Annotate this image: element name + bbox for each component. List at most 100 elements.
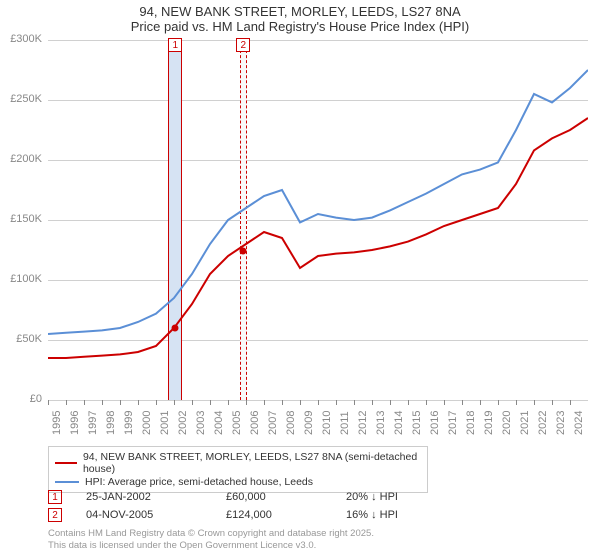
x-tick	[534, 400, 535, 405]
x-tick	[210, 400, 211, 405]
x-tick	[228, 400, 229, 405]
x-tick	[120, 400, 121, 405]
y-tick-label: £150K	[0, 213, 42, 225]
x-tick-label: 2007	[267, 411, 279, 435]
x-tick-label: 2021	[519, 411, 531, 435]
legend-label: HPI: Average price, semi-detached house,…	[85, 476, 313, 488]
x-tick-label: 2010	[321, 411, 333, 435]
x-tick-label: 1996	[69, 411, 81, 435]
marker-table-row: 2 04-NOV-2005£124,00016% ↓ HPI	[48, 506, 446, 524]
x-tick	[84, 400, 85, 405]
x-tick-label: 2023	[555, 411, 567, 435]
marker-diff: 20% ↓ HPI	[346, 491, 446, 503]
chart-lines	[48, 40, 588, 400]
x-tick-label: 2022	[537, 411, 549, 435]
x-tick	[462, 400, 463, 405]
x-tick	[372, 400, 373, 405]
x-tick	[336, 400, 337, 405]
x-tick-label: 2001	[159, 411, 171, 435]
x-tick	[516, 400, 517, 405]
x-tick	[570, 400, 571, 405]
marker-date: 25-JAN-2002	[86, 491, 226, 503]
marker-dot	[240, 248, 247, 255]
marker-price: £124,000	[226, 509, 346, 521]
x-tick-label: 2013	[375, 411, 387, 435]
chart-container: 94, NEW BANK STREET, MORLEY, LEEDS, LS27…	[0, 0, 600, 560]
legend-item: HPI: Average price, semi-detached house,…	[55, 476, 421, 488]
marker-date: 04-NOV-2005	[86, 509, 226, 521]
x-tick-label: 2000	[141, 411, 153, 435]
y-tick-label: £250K	[0, 93, 42, 105]
x-tick	[426, 400, 427, 405]
legend: 94, NEW BANK STREET, MORLEY, LEEDS, LS27…	[48, 446, 428, 493]
marker-number-box: 2	[48, 508, 62, 522]
x-tick-label: 2024	[573, 411, 585, 435]
footer-line2: This data is licensed under the Open Gov…	[48, 540, 374, 552]
y-tick-label: £200K	[0, 153, 42, 165]
x-tick-label: 2006	[249, 411, 261, 435]
x-tick-label: 1995	[51, 411, 63, 435]
x-tick-label: 1997	[87, 411, 99, 435]
y-tick-label: £100K	[0, 273, 42, 285]
footer: Contains HM Land Registry data © Crown c…	[48, 528, 374, 552]
legend-swatch	[55, 462, 77, 464]
event-marker-label: 1	[168, 38, 182, 52]
x-tick-label: 2005	[231, 411, 243, 435]
x-tick-label: 2004	[213, 411, 225, 435]
x-tick	[102, 400, 103, 405]
marker-price: £60,000	[226, 491, 346, 503]
x-tick-label: 2016	[429, 411, 441, 435]
x-tick	[192, 400, 193, 405]
x-tick	[318, 400, 319, 405]
marker-number-box: 1	[48, 490, 62, 504]
x-tick	[174, 400, 175, 405]
x-tick	[156, 400, 157, 405]
title-block: 94, NEW BANK STREET, MORLEY, LEEDS, LS27…	[0, 0, 600, 36]
marker-diff: 16% ↓ HPI	[346, 509, 446, 521]
x-tick-label: 2012	[357, 411, 369, 435]
footer-line1: Contains HM Land Registry data © Crown c…	[48, 528, 374, 540]
event-marker-label: 2	[236, 38, 250, 52]
x-tick	[264, 400, 265, 405]
x-tick-label: 2008	[285, 411, 297, 435]
y-tick-label: £300K	[0, 33, 42, 45]
x-tick	[48, 400, 49, 405]
x-tick-label: 2020	[501, 411, 513, 435]
x-tick-label: 2014	[393, 411, 405, 435]
x-tick-label: 2017	[447, 411, 459, 435]
x-tick	[444, 400, 445, 405]
x-tick-label: 2011	[339, 411, 351, 435]
x-tick	[300, 400, 301, 405]
series-line	[48, 118, 588, 358]
marker-dot	[172, 325, 179, 332]
x-tick	[354, 400, 355, 405]
x-tick-label: 2009	[303, 411, 315, 435]
x-tick	[552, 400, 553, 405]
series-line	[48, 70, 588, 334]
markers-table: 1 25-JAN-2002£60,00020% ↓ HPI 2 04-NOV-2005…	[48, 488, 446, 524]
legend-label: 94, NEW BANK STREET, MORLEY, LEEDS, LS27…	[83, 451, 421, 475]
x-tick-label: 2019	[483, 411, 495, 435]
x-tick	[480, 400, 481, 405]
x-tick	[138, 400, 139, 405]
x-tick	[408, 400, 409, 405]
x-tick-label: 2018	[465, 411, 477, 435]
legend-swatch	[55, 481, 79, 483]
x-tick-label: 2015	[411, 411, 423, 435]
y-tick-label: £50K	[0, 333, 42, 345]
x-tick	[282, 400, 283, 405]
x-tick	[246, 400, 247, 405]
x-axis: 1995199619971998199920002001200220032004…	[48, 400, 588, 450]
title-line1: 94, NEW BANK STREET, MORLEY, LEEDS, LS27…	[0, 4, 600, 19]
x-tick	[66, 400, 67, 405]
y-tick-label: £0	[0, 393, 42, 405]
marker-table-row: 1 25-JAN-2002£60,00020% ↓ HPI	[48, 488, 446, 506]
x-tick-label: 1998	[105, 411, 117, 435]
x-tick-label: 2002	[177, 411, 189, 435]
chart-area: 12	[48, 40, 588, 400]
x-tick	[498, 400, 499, 405]
legend-item: 94, NEW BANK STREET, MORLEY, LEEDS, LS27…	[55, 451, 421, 475]
x-tick-label: 2003	[195, 411, 207, 435]
x-tick	[390, 400, 391, 405]
title-line2: Price paid vs. HM Land Registry's House …	[0, 19, 600, 34]
